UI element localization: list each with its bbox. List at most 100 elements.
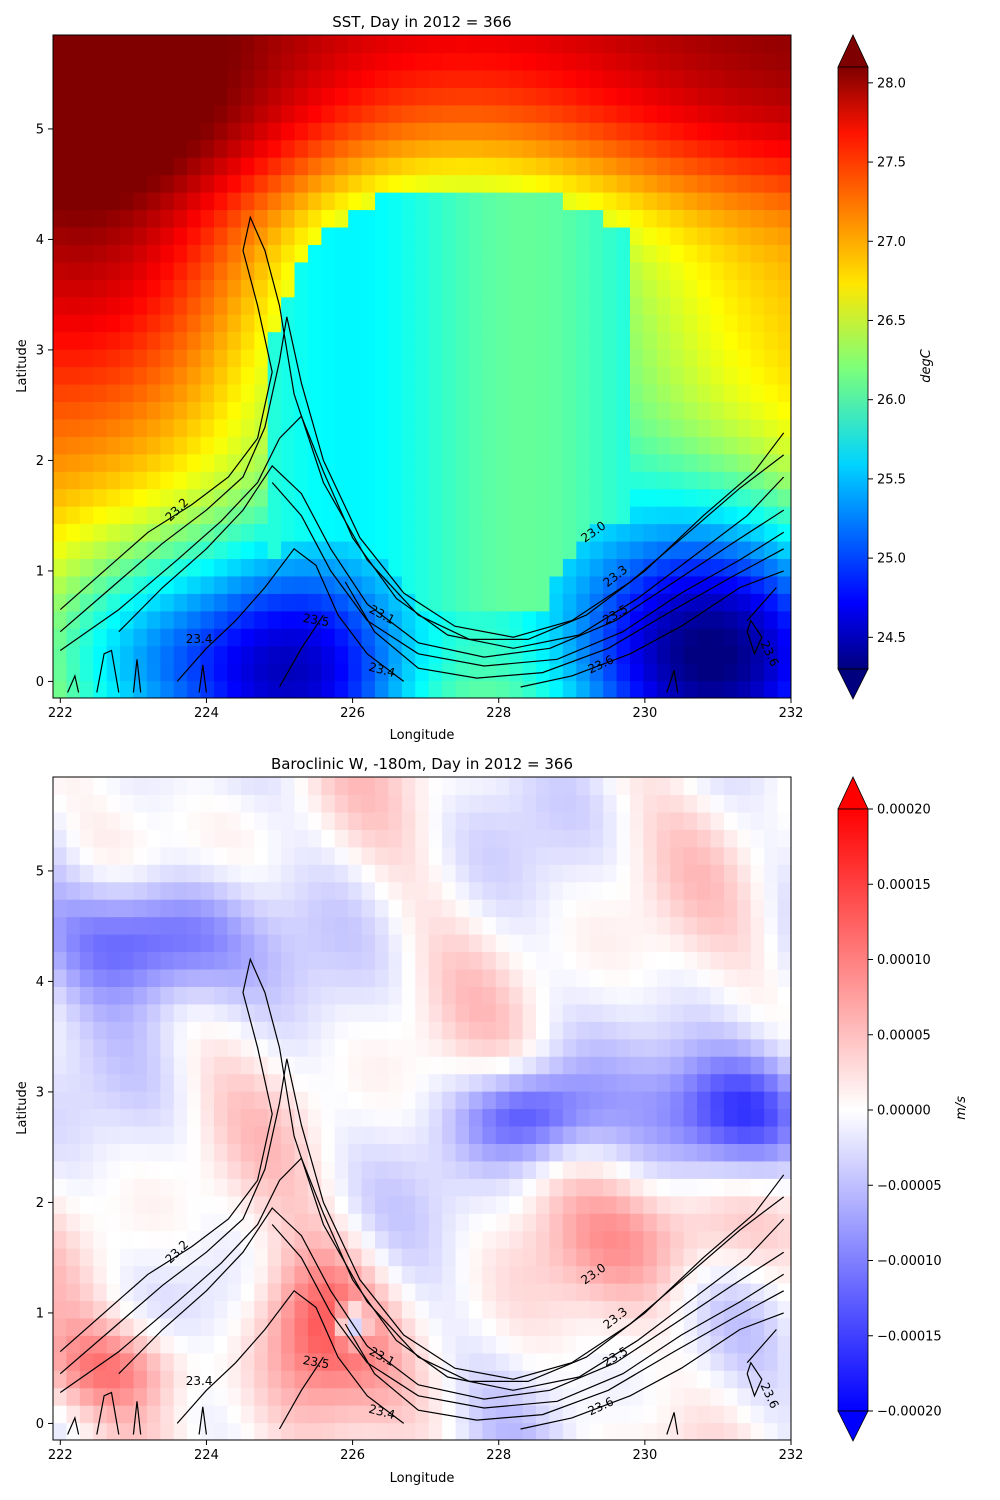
heatmap-cell <box>53 87 68 106</box>
heatmap-cell <box>656 296 671 315</box>
heatmap-cell <box>173 506 188 525</box>
heatmap-cell <box>442 1038 457 1057</box>
heatmap-cell <box>66 1021 81 1040</box>
heatmap-cell <box>629 645 644 664</box>
heatmap-cell <box>294 523 309 542</box>
heatmap-cell <box>294 296 309 315</box>
heatmap-cell <box>281 52 296 71</box>
heatmap-cell <box>173 1108 188 1127</box>
heatmap-cell <box>482 331 497 350</box>
heatmap-cell <box>388 899 403 918</box>
heatmap-cell <box>66 436 81 455</box>
heatmap-cell <box>401 1370 416 1389</box>
heatmap-cell <box>603 986 618 1005</box>
heatmap-cell <box>214 122 229 141</box>
y-tick-label: 5 <box>36 864 44 879</box>
heatmap-cell <box>348 139 363 158</box>
heatmap-cell <box>53 1248 68 1267</box>
heatmap-cell <box>120 69 135 88</box>
heatmap-cell <box>737 811 752 830</box>
heatmap-cell <box>321 916 336 935</box>
heatmap-cell <box>710 122 725 141</box>
heatmap-cell <box>66 1230 81 1249</box>
heatmap-cell <box>737 680 752 698</box>
heatmap-cell <box>227 261 242 280</box>
heatmap-cell <box>750 1387 765 1406</box>
heatmap-cell <box>656 69 671 88</box>
heatmap-cell <box>294 794 309 813</box>
heatmap-cell <box>737 1422 752 1440</box>
colorbar-tick-label: 0.00015 <box>877 878 931 893</box>
heatmap-cell <box>495 471 510 490</box>
heatmap-cell <box>482 951 497 970</box>
heatmap-cell <box>307 314 322 333</box>
heatmap-cell <box>710 192 725 211</box>
heatmap-cell <box>643 1178 658 1197</box>
heatmap-cell <box>133 192 148 211</box>
heatmap-cell <box>401 1282 416 1302</box>
heatmap-cell <box>294 52 309 71</box>
heatmap-cell <box>589 540 604 560</box>
heatmap-cell <box>562 1160 577 1179</box>
heatmap-cell <box>589 829 604 848</box>
heatmap-cell <box>750 645 765 664</box>
heatmap-cell <box>307 628 322 647</box>
heatmap-cell <box>146 777 161 796</box>
heatmap-cell <box>227 558 242 577</box>
heatmap-cell <box>616 680 631 698</box>
heatmap-cell <box>750 1108 765 1127</box>
heatmap-cell <box>321 645 336 664</box>
heatmap-cell <box>79 1178 94 1197</box>
heatmap-cell <box>683 87 698 106</box>
heatmap-cell <box>697 471 712 490</box>
heatmap-cell <box>93 261 108 280</box>
heatmap-cell <box>468 1282 483 1302</box>
heatmap-cell <box>200 1003 215 1022</box>
heatmap-cell <box>710 383 725 402</box>
heatmap-cell <box>589 558 604 577</box>
heatmap-cell <box>79 1160 94 1179</box>
heatmap-cell <box>146 261 161 280</box>
heatmap-cell <box>106 829 121 848</box>
heatmap-cell <box>307 1422 322 1440</box>
heatmap-cell <box>120 349 135 368</box>
heatmap-cell <box>401 1003 416 1022</box>
heatmap-cell <box>495 846 510 865</box>
heatmap-cell <box>777 951 791 970</box>
heatmap-cell <box>455 663 470 682</box>
heatmap-cell <box>536 881 551 900</box>
heatmap-cell <box>576 1230 591 1249</box>
heatmap-cell <box>455 506 470 525</box>
heatmap-cell <box>468 610 483 629</box>
heatmap-cell <box>93 209 108 228</box>
heatmap-cell <box>281 35 296 54</box>
heatmap-cell <box>764 916 779 935</box>
heatmap-cell <box>764 777 779 796</box>
heatmap-cell <box>616 829 631 848</box>
colorbar-tick-label: 0.00000 <box>877 1104 931 1119</box>
heatmap-cell <box>240 1178 255 1197</box>
heatmap-cell <box>616 968 631 987</box>
heatmap-cell <box>509 383 524 402</box>
heatmap-cell <box>120 1195 135 1214</box>
heatmap-cell <box>294 628 309 647</box>
heatmap-cell <box>536 899 551 918</box>
heatmap-cell <box>468 680 483 698</box>
heatmap-cell <box>415 523 430 542</box>
heatmap-cell <box>643 174 658 193</box>
heatmap-cell <box>294 1178 309 1197</box>
heatmap-cell <box>361 35 376 54</box>
heatmap-cell <box>616 558 631 577</box>
heatmap-cell <box>160 122 175 141</box>
y-tick-label: 3 <box>36 343 44 358</box>
heatmap-cell <box>723 1125 738 1144</box>
heatmap-cell <box>106 506 121 525</box>
contour-line <box>59 415 785 651</box>
heatmap-cell <box>106 1125 121 1144</box>
heatmap-cell <box>455 1387 470 1406</box>
heatmap-cell <box>603 1108 618 1127</box>
heatmap-cell <box>549 488 564 507</box>
heatmap-cell <box>388 436 403 455</box>
sst-colorbar-extend-max <box>837 34 869 68</box>
x-tick-label: 230 <box>632 1448 657 1463</box>
